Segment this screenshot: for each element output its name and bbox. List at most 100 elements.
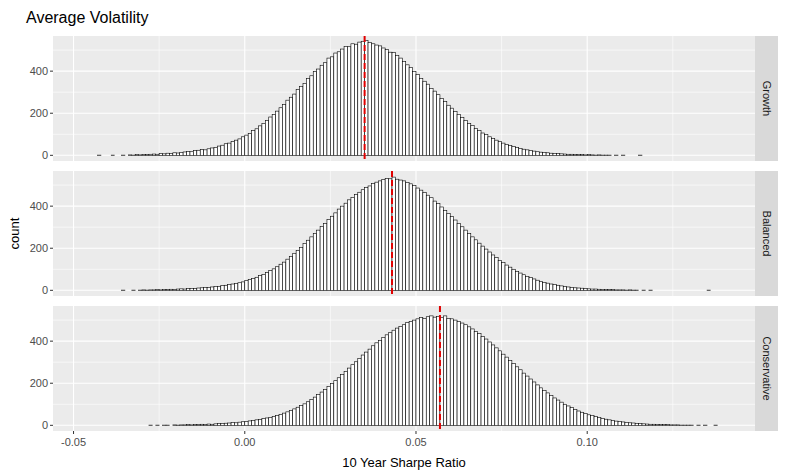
histogram-bar	[108, 155, 111, 156]
histogram-bar	[491, 138, 494, 155]
histogram-bar	[118, 155, 121, 156]
histogram-bar	[570, 408, 573, 426]
histogram-bar	[519, 273, 522, 290]
histogram-bar	[532, 382, 535, 425]
histogram-bar	[632, 423, 635, 425]
histogram-bar	[406, 183, 409, 291]
histogram-bar	[276, 267, 279, 291]
histogram-bar	[450, 319, 453, 425]
histogram-bar	[704, 290, 707, 291]
grid-line	[587, 306, 588, 431]
histogram-bar	[317, 230, 320, 290]
histogram-bar	[553, 285, 556, 291]
histogram-bar	[430, 88, 433, 155]
histogram-bar	[621, 289, 624, 290]
histogram-bar	[526, 276, 529, 290]
histogram-bar	[680, 290, 683, 291]
histogram-bar	[580, 288, 583, 290]
strip-label: Balanced	[761, 211, 773, 257]
histogram-bar	[224, 285, 227, 290]
histogram-bar	[625, 422, 628, 425]
histogram-bar	[344, 203, 347, 290]
histogram-bar	[416, 319, 419, 425]
histogram-bar	[156, 154, 159, 155]
histogram-bar	[132, 290, 135, 291]
histogram-bar	[351, 44, 354, 156]
histogram-bar	[279, 414, 282, 425]
histogram-bar	[98, 155, 101, 156]
histogram-bar	[676, 290, 679, 291]
histogram-bar	[570, 154, 573, 155]
histogram-bar	[656, 155, 659, 156]
histogram-bar	[693, 155, 696, 156]
histogram-bar	[139, 425, 142, 426]
tick-mark	[415, 431, 416, 434]
histogram-bar	[508, 361, 511, 426]
histogram-bar	[659, 290, 662, 291]
histogram-bar	[286, 259, 289, 290]
histogram-bar	[156, 289, 159, 291]
histogram-bar	[560, 154, 563, 155]
histogram-bar	[392, 330, 395, 425]
histogram-bar	[553, 398, 556, 425]
histogram-bar	[207, 149, 210, 156]
histogram-bar	[663, 290, 666, 291]
histogram-bar	[385, 335, 388, 425]
histogram-bar	[467, 327, 470, 425]
histogram-bar	[502, 263, 505, 291]
histogram-bar	[710, 425, 713, 426]
histogram-bar	[341, 206, 344, 290]
histogram-bar	[481, 337, 484, 426]
histogram-bar	[471, 329, 474, 425]
histogram-bar	[365, 352, 368, 425]
histogram-bar	[378, 46, 381, 155]
histogram-bar	[618, 422, 621, 426]
histogram-bar	[272, 416, 275, 425]
histogram-bar	[310, 76, 313, 156]
histogram-bar	[142, 154, 145, 156]
histogram-bar	[543, 390, 546, 425]
histogram-bar	[334, 213, 337, 290]
histogram-bar	[152, 425, 155, 426]
histogram-bar	[183, 152, 186, 155]
histogram-bar	[303, 404, 306, 425]
histogram-bar	[560, 286, 563, 290]
minor-grid-line	[159, 306, 160, 431]
histogram-bar	[303, 83, 306, 155]
histogram-bar	[354, 44, 357, 155]
histogram-bar	[190, 424, 193, 425]
histogram-bar	[101, 155, 104, 156]
histogram-bar	[707, 290, 710, 291]
histogram-bar	[293, 409, 296, 425]
histogram-bar	[248, 421, 251, 425]
histogram-bar	[553, 153, 556, 155]
histogram-bar	[248, 133, 251, 155]
histogram-bar	[320, 392, 323, 425]
histogram-bar	[385, 50, 388, 156]
histogram-bar	[255, 277, 258, 290]
histogram-bar	[306, 240, 309, 290]
minor-grid-line	[159, 171, 160, 296]
histogram-bar	[474, 128, 477, 155]
minor-grid-line	[53, 50, 755, 51]
histogram-bar	[87, 155, 90, 156]
histogram-bar	[409, 321, 412, 425]
histogram-bar	[84, 425, 87, 426]
histogram-bar	[580, 412, 583, 425]
histogram-bar	[279, 264, 282, 290]
histogram-bar	[690, 290, 693, 291]
histogram-bar	[347, 47, 350, 156]
histogram-bar	[604, 289, 607, 291]
bars	[98, 36, 642, 161]
histogram-bar	[152, 154, 155, 155]
bars	[149, 306, 717, 431]
histogram-bar	[104, 290, 107, 291]
histogram-bar	[173, 289, 176, 291]
histogram-bar	[611, 420, 614, 425]
histogram-bar	[128, 290, 131, 291]
histogram-bar	[217, 146, 220, 155]
tick-mark	[50, 248, 53, 249]
histogram-bar	[563, 154, 566, 155]
histogram-bar	[550, 284, 553, 290]
histogram-bar	[687, 425, 690, 426]
